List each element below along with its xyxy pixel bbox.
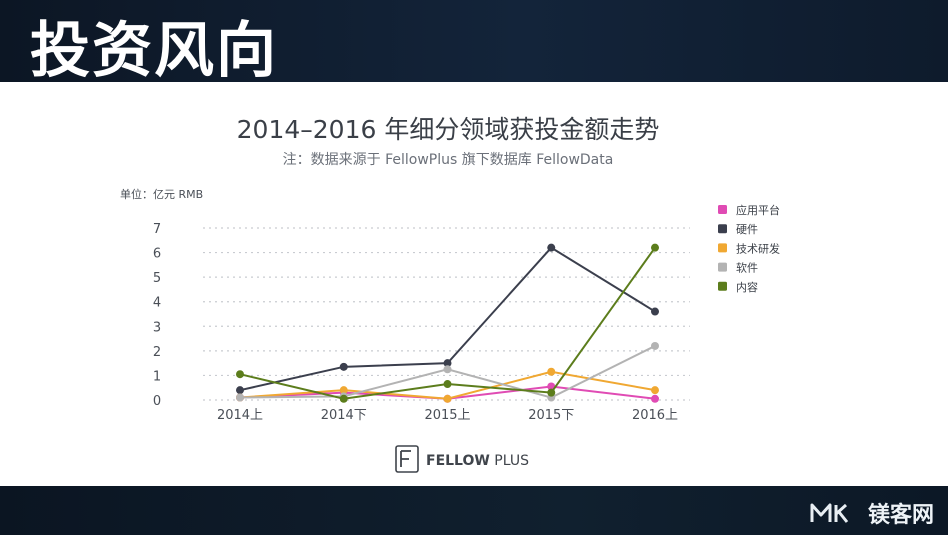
legend-swatch [718, 262, 727, 272]
slide-title: 投资风向 [30, 16, 278, 86]
data-point [339, 362, 348, 371]
y-axis-ticks: 0 1 2 3 4 5 6 7 [153, 222, 161, 409]
x-axis-ticks: 2014上 2014下 2015上 2015下 2016上 [217, 408, 678, 423]
fellowplus-logo: FELLOW PLUS [395, 445, 529, 473]
legend-label: 技术研发 [736, 241, 780, 255]
fellowplus-logo-icon [395, 445, 419, 473]
legend-label: 硬件 [736, 223, 758, 236]
slide-header [0, 0, 948, 82]
data-point [339, 394, 348, 403]
legend-swatch [718, 243, 727, 253]
y-axis-unit-label: 单位：亿元 RMB [120, 187, 203, 201]
data-point [547, 367, 556, 376]
x-tick-label: 2014上 [217, 408, 263, 423]
data-point [651, 243, 659, 252]
data-point [236, 386, 244, 395]
legend-label: 内容 [736, 280, 758, 294]
brand: MK 镁客网 [810, 497, 934, 529]
legend-label: 软件 [736, 261, 758, 275]
x-tick-label: 2015下 [528, 408, 574, 423]
data-point [547, 243, 556, 252]
y-tick-label: 5 [153, 271, 161, 286]
legend-swatch [718, 224, 727, 234]
series-group [236, 243, 659, 403]
y-tick-label: 3 [153, 320, 161, 335]
y-tick-label: 1 [153, 369, 161, 384]
line-chart: 2014–2016 年细分领域获投金额走势 注：数据来源于 FellowPlus… [120, 115, 780, 473]
data-point [443, 359, 452, 368]
brand-logo-icon: MK [810, 503, 852, 523]
y-tick-label: 2 [153, 345, 161, 360]
data-point [547, 388, 556, 397]
data-point [651, 394, 659, 403]
fellowplus-logo-light: PLUS [490, 453, 529, 469]
data-point [651, 307, 659, 316]
slide-footer [0, 486, 948, 535]
legend-label: 应用平台 [736, 203, 780, 217]
data-point [339, 386, 348, 395]
x-tick-label: 2014下 [321, 408, 367, 423]
grid-lines [203, 227, 690, 401]
y-tick-label: 4 [153, 296, 161, 311]
data-point [651, 341, 659, 350]
y-tick-label: 6 [153, 247, 161, 262]
x-tick-label: 2015上 [424, 408, 470, 423]
data-point [236, 393, 244, 402]
data-point [443, 394, 452, 403]
data-point [443, 365, 452, 374]
data-point [651, 386, 659, 395]
svg-text:FELLOW PLUS: FELLOW PLUS [426, 453, 529, 469]
fellowplus-logo-bold: FELLOW [426, 453, 490, 469]
chart-subtitle: 注：数据来源于 FellowPlus 旗下数据库 FellowData [283, 152, 614, 168]
data-point [236, 370, 244, 379]
x-tick-label: 2016上 [632, 408, 678, 423]
y-tick-label: 0 [153, 394, 161, 409]
legend-swatch [718, 281, 727, 291]
brand-mark-text: MK [850, 520, 852, 522]
brand-name: 镁客网 [867, 503, 934, 528]
data-point [443, 380, 452, 389]
legend-swatch [718, 205, 727, 214]
chart-title: 2014–2016 年细分领域获投金额走势 [237, 115, 660, 144]
chart-panel [0, 82, 948, 486]
y-tick-label: 7 [153, 222, 161, 237]
